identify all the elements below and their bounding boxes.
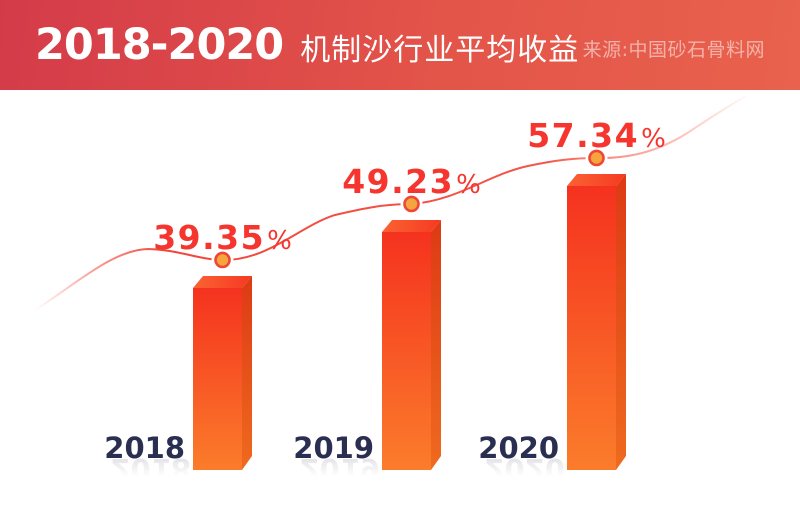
year-text: 2019 <box>293 431 374 465</box>
axis-label-2019: 2019 2019 <box>254 431 380 486</box>
bar-top-face <box>382 219 441 232</box>
data-point-marker <box>588 149 605 167</box>
value-number: 57.34 <box>527 115 640 155</box>
value-label-2020: 57.34% <box>487 116 707 155</box>
value-number: 39.35 <box>153 217 266 257</box>
bar-front-face <box>567 185 616 471</box>
year-text: 2020 <box>478 431 559 465</box>
bar-side-face <box>242 275 252 470</box>
bar-side-face <box>616 173 626 471</box>
year-reflection: 2019 <box>299 452 380 486</box>
data-point-marker <box>214 251 231 269</box>
value-label-2018: 39.35% <box>113 218 333 257</box>
source-attribution: 来源:中国砂石骨料网 <box>582 38 765 61</box>
title-text: 机制沙行业平均收益 <box>300 33 580 68</box>
value-label-2019: 49.23% <box>302 162 522 201</box>
bar-top-face <box>193 275 252 288</box>
bar-front-face <box>382 231 431 470</box>
bar-side-face <box>431 219 441 470</box>
percent-sign: % <box>267 225 292 256</box>
value-number: 49.23 <box>342 161 455 201</box>
title-year-range: 2018-2020 <box>35 20 284 70</box>
year-text: 2018 <box>104 431 185 465</box>
header-banner: 2018-2020 机制沙行业平均收益 来源:中国砂石骨料网 <box>0 0 800 90</box>
year-reflection: 2018 <box>110 452 191 486</box>
bar-front-face <box>193 287 242 470</box>
data-point-marker <box>403 195 420 213</box>
percent-sign: % <box>456 169 481 200</box>
year-reflection: 2020 <box>484 452 565 486</box>
axis-label-2018: 2018 2018 <box>65 431 191 486</box>
bar-top-face <box>567 173 626 186</box>
percent-sign: % <box>641 123 666 154</box>
axis-label-2020: 2020 2020 <box>439 431 565 486</box>
